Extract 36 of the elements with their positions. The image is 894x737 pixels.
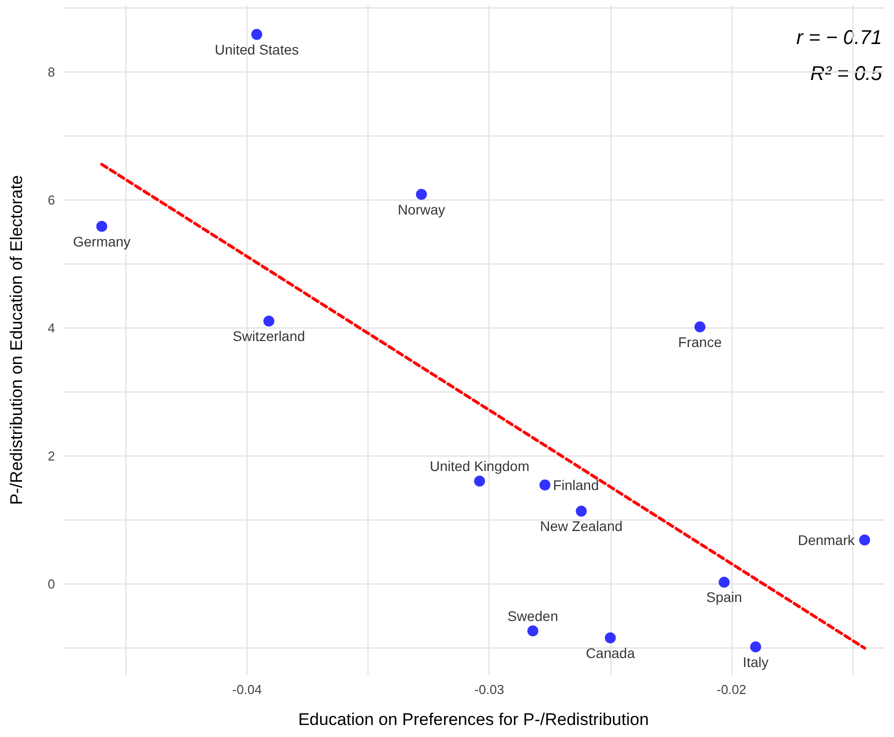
- y-tick-label: 6: [48, 192, 55, 208]
- annotation: Norway: [398, 201, 446, 218]
- x-axis-title: Education on Preferences for P-/Redistribution: [298, 710, 649, 729]
- point: [527, 625, 538, 636]
- point: [694, 321, 706, 332]
- point: [604, 632, 616, 644]
- annotation: New Zealand: [540, 518, 623, 534]
- point: [474, 476, 486, 487]
- x-tick-label: -0.03: [474, 682, 504, 697]
- point: [576, 506, 587, 517]
- point: [251, 28, 262, 40]
- point: [416, 188, 427, 200]
- y-tick-label: 4: [48, 320, 55, 336]
- y-tick-label: 2: [48, 448, 55, 464]
- annotation: United States: [214, 41, 299, 58]
- point: [263, 316, 274, 327]
- x-tick-label: -0.02: [716, 682, 746, 697]
- x-tick-label: -0.04: [232, 682, 262, 697]
- annotation: France: [678, 334, 722, 350]
- point: [96, 220, 108, 232]
- annotation: United Kingdom: [430, 458, 530, 474]
- point: [539, 479, 550, 490]
- point: [718, 576, 730, 588]
- annotation: Spain: [706, 589, 742, 606]
- annotation: Canada: [586, 644, 636, 661]
- y-axis-title: P-/Redistribution on Education of Electorate: [7, 175, 26, 505]
- annotation: Italy: [742, 654, 768, 670]
- annotation: Denmark: [798, 532, 856, 548]
- annotation: Switzerland: [232, 328, 306, 344]
- point: [859, 534, 870, 546]
- y-tick-label: 0: [48, 576, 55, 592]
- annotation: Germany: [72, 233, 131, 250]
- annotation: Finland: [552, 476, 599, 493]
- annotation: Sweden: [508, 608, 558, 624]
- y-tick-label: 8: [48, 64, 55, 80]
- point: [750, 641, 762, 652]
